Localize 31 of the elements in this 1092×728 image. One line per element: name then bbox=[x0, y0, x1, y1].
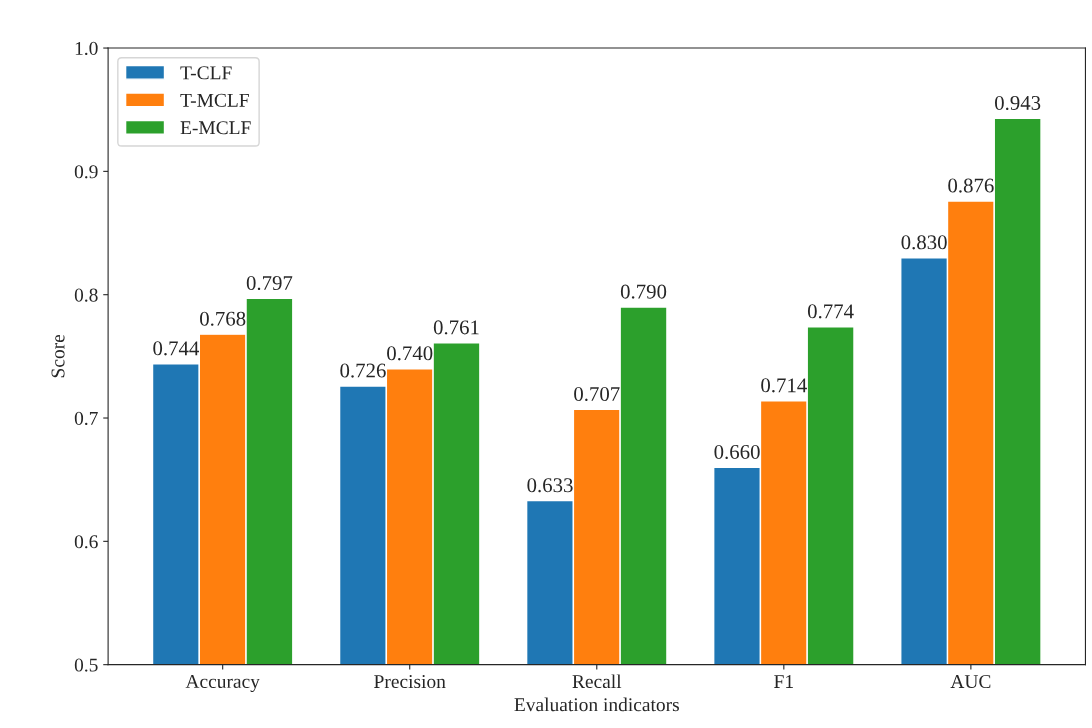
x-tick-label: Recall bbox=[572, 674, 622, 689]
x-tick-label: Precision bbox=[374, 675, 446, 689]
legend-label: T-MCLF bbox=[180, 93, 249, 107]
x-tick-label: F1 bbox=[774, 675, 793, 688]
data-label: 0.744 bbox=[153, 341, 200, 356]
data-label: 0.707 bbox=[574, 386, 620, 402]
data-label: 0.790 bbox=[620, 284, 667, 299]
y-tick-label: 0.7 bbox=[74, 411, 98, 426]
legend-label: T-CLF bbox=[180, 66, 232, 80]
y-axis-title: Score bbox=[51, 334, 65, 378]
legend-label: E-MCLF bbox=[180, 121, 251, 135]
data-label: 0.633 bbox=[527, 478, 573, 493]
data-label: 0.740 bbox=[387, 346, 433, 361]
data-label: 0.761 bbox=[433, 320, 479, 335]
data-label: 0.943 bbox=[995, 95, 1041, 111]
y-tick-label: 1.0 bbox=[75, 41, 98, 56]
data-label: 0.830 bbox=[901, 235, 947, 250]
data-label: 0.797 bbox=[246, 275, 293, 291]
y-tick-label: 0.5 bbox=[74, 658, 98, 672]
data-label: 0.774 bbox=[807, 304, 854, 319]
x-tick-label: Accuracy bbox=[185, 674, 260, 693]
data-label: 0.876 bbox=[948, 178, 994, 193]
y-tick-label: 0.8 bbox=[74, 288, 98, 302]
data-label: 0.714 bbox=[761, 378, 807, 393]
x-tick-label: AUC bbox=[950, 675, 991, 689]
y-tick-label: 0.9 bbox=[74, 165, 98, 179]
data-label: 0.726 bbox=[340, 363, 386, 378]
data-label: 0.660 bbox=[714, 444, 760, 460]
y-tick-label: 0.6 bbox=[74, 535, 98, 549]
data-label: 0.768 bbox=[200, 311, 246, 326]
x-axis-title: Evaluation indicators bbox=[514, 697, 679, 712]
